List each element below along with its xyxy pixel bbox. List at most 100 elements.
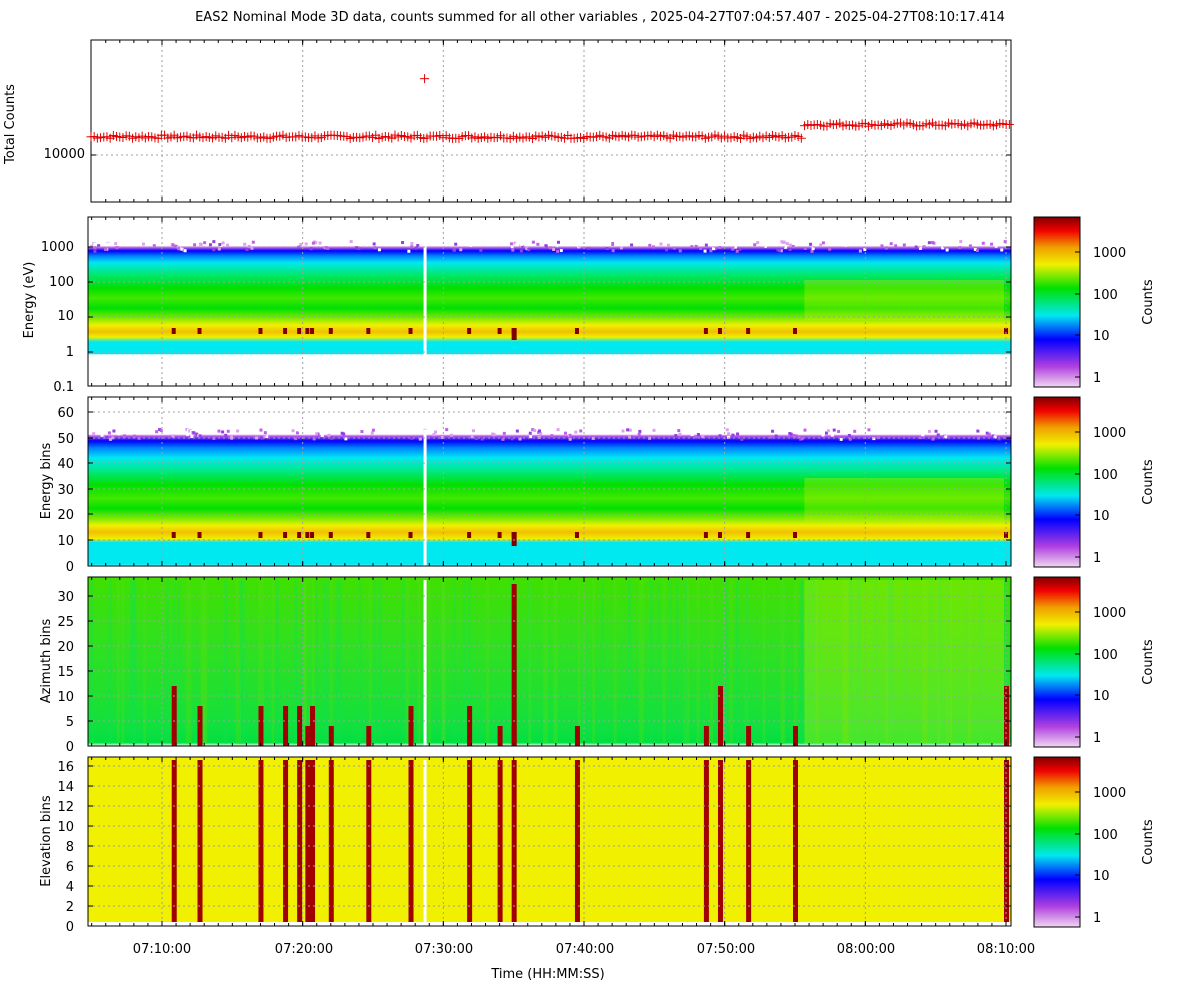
heatmap-speckle — [665, 248, 669, 252]
heatmap-speckle — [410, 436, 414, 440]
heatmap-spike — [511, 584, 517, 746]
heatmap-speckle — [338, 430, 342, 434]
colorbar-label: Counts — [1141, 279, 1156, 325]
heatmap-column-texture — [185, 580, 189, 744]
heatmap-spike — [574, 760, 580, 922]
heatmap-speckle — [372, 242, 376, 246]
heatmap-speckle — [93, 242, 97, 246]
heatmap-column-texture — [133, 580, 137, 744]
heatmap-speckle — [727, 432, 731, 436]
heatmap-speckle — [251, 240, 255, 244]
heatmap-speckle — [979, 240, 983, 244]
heatmap-column-texture — [166, 580, 170, 744]
heatmap-column-texture — [601, 580, 605, 744]
heatmap-speckle — [183, 249, 187, 253]
heatmap-column-texture — [809, 580, 813, 744]
heatmap-speckle — [265, 435, 269, 439]
heatmap-column-texture — [543, 580, 547, 744]
heatmap-speckle — [407, 249, 411, 253]
panel-energy-grid — [88, 217, 1011, 386]
heatmap-speckle — [344, 437, 348, 441]
heatmap-speckle — [945, 248, 949, 252]
heatmap-speckle — [718, 434, 722, 438]
heatmap-speckle — [803, 246, 807, 250]
heatmap-column-texture — [338, 580, 342, 744]
heatmap-speckle — [445, 428, 449, 432]
heatmap-speckle — [107, 431, 111, 435]
colorbar-tick-label: 10 — [1093, 509, 1110, 524]
heatmap-speckle — [771, 429, 775, 433]
heatmap-column-texture — [744, 580, 748, 744]
azimuth-bins-heatmap-overlays — [90, 580, 1009, 746]
heatmap-spike — [305, 760, 311, 922]
azimuth-bins-ytick-20: 20 — [57, 640, 74, 655]
total-counts-ylabel: Total Counts — [3, 84, 18, 165]
heatmap-speckle — [298, 429, 302, 433]
heatmap-speckle — [774, 434, 778, 438]
colorbar-tick-label: 1000 — [1093, 426, 1126, 441]
heatmap-speckle — [217, 247, 221, 251]
heatmap-speckle — [968, 244, 972, 248]
chart-title: EAS2 Nominal Mode 3D data, counts summed… — [195, 10, 1005, 25]
heatmap-column-texture — [668, 580, 672, 744]
heatmap-speckle — [821, 241, 825, 245]
colorbar-frame — [1033, 216, 1081, 388]
heatmap-speckle — [940, 431, 944, 435]
total-counts-series — [86, 74, 1014, 144]
heatmap-speckle — [242, 240, 246, 244]
elevation-bins-ytick-2: 2 — [66, 900, 74, 915]
heatmap-column-texture — [358, 580, 362, 744]
heatmap-spike — [258, 760, 264, 922]
heatmap-speckle — [479, 248, 483, 252]
heatmap-column-texture — [172, 580, 176, 744]
heatmap-speckle — [208, 243, 212, 247]
panel-elevation-bins-grid — [88, 757, 1011, 926]
heatmap-column-texture — [235, 580, 239, 744]
heatmap-spike — [1004, 686, 1009, 746]
heatmap-speckle — [296, 431, 300, 435]
energy-bins-ytick-10: 10 — [57, 534, 74, 549]
heatmap-speckle — [221, 241, 225, 245]
heatmap-speckle — [314, 241, 318, 245]
heatmap-speckle — [480, 437, 484, 441]
heatmap-column-texture — [848, 580, 852, 744]
heatmap-column-texture — [452, 580, 456, 744]
heatmap-speckle — [510, 245, 514, 249]
heatmap-speckle — [410, 241, 414, 245]
heatmap-spike — [497, 532, 502, 538]
heatmap-speckle — [803, 428, 807, 432]
heatmap-column-texture — [108, 580, 112, 744]
heatmap-speckle — [690, 245, 694, 249]
heatmap-speckle — [459, 248, 463, 252]
total-counts-point — [796, 133, 806, 143]
heatmap-speckle — [410, 245, 414, 249]
heatmap-column-texture — [683, 580, 687, 744]
energy-heatmap-overlays — [90, 240, 1008, 356]
xtick-label-08-00: 08:00:00 — [837, 942, 895, 957]
panel-total-counts-frame — [90, 39, 1012, 203]
energy-bins-ytick-50: 50 — [57, 432, 74, 447]
heatmap-speckle — [678, 249, 682, 253]
heatmap-speckle — [975, 248, 979, 252]
colorbar-label: Counts — [1141, 639, 1156, 685]
heatmap-enhanced-band — [804, 280, 1004, 320]
heatmap-column-texture — [662, 580, 666, 744]
heatmap-column-texture — [177, 580, 181, 744]
heatmap-speckle — [824, 431, 828, 435]
heatmap-column-texture — [929, 580, 933, 744]
heatmap-speckle — [991, 434, 995, 438]
heatmap-speckle — [1000, 248, 1004, 252]
heatmap-spike — [746, 726, 752, 746]
heatmap-spike — [574, 726, 580, 746]
heatmap-speckle — [159, 429, 163, 433]
panel-elevation-bins-frame — [87, 756, 1012, 927]
heatmap-column-texture — [311, 580, 315, 744]
heatmap-speckle — [788, 243, 792, 247]
heatmap-speckle — [93, 246, 97, 250]
heatmap-column-texture — [815, 580, 819, 744]
heatmap-speckle — [255, 436, 259, 440]
heatmap-column-texture — [812, 580, 816, 744]
heatmap-column-texture — [686, 580, 690, 744]
heatmap-speckle — [103, 247, 107, 251]
heatmap-speckle — [320, 433, 324, 437]
